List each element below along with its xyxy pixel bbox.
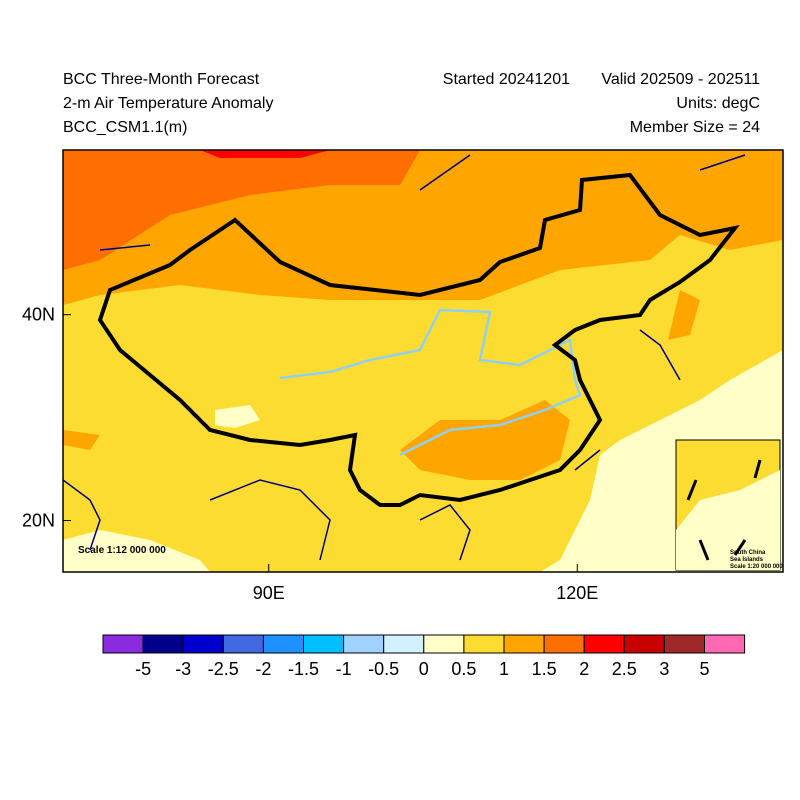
colorbar-label: 0 xyxy=(419,659,429,679)
colorbar-swatch xyxy=(343,634,385,654)
colorbar-label: 2.5 xyxy=(612,659,637,679)
map-scale: Scale 1:12 000 000 xyxy=(78,545,166,556)
title: BCC Three-Month Forecast xyxy=(63,71,260,88)
colorbar-swatch xyxy=(704,634,746,654)
x-tick-label: 90E xyxy=(253,583,285,603)
colorbar-swatch xyxy=(222,634,264,654)
colorbar-swatch xyxy=(463,634,505,654)
colorbar-label: 0.5 xyxy=(451,659,476,679)
colorbar-swatch xyxy=(583,634,625,654)
colorbar-label: -2.5 xyxy=(208,659,239,679)
model: BCC_CSM1.1(m) xyxy=(63,119,187,136)
colorbar-label: -0.5 xyxy=(368,659,399,679)
inset-scale: Scale 1:20 000 000 xyxy=(730,564,783,570)
colorbar-swatch xyxy=(142,634,184,654)
colorbar-label: -2 xyxy=(255,659,271,679)
colorbar-label: 3 xyxy=(659,659,669,679)
colorbar-label: -5 xyxy=(135,659,151,679)
started: Started 20241201 xyxy=(443,71,570,88)
x-tick-label: 120E xyxy=(556,583,598,603)
colorbar-label: -3 xyxy=(175,659,191,679)
colorbar-swatch xyxy=(423,634,465,654)
colorbar-swatch xyxy=(543,634,585,654)
y-tick-label: 40N xyxy=(22,305,55,325)
inset: South China Sea Islands Scale 1:20 000 0… xyxy=(675,439,783,571)
colorbar-swatch xyxy=(262,634,304,654)
colorbar-swatch xyxy=(102,634,144,654)
colorbar-label: 1.5 xyxy=(532,659,557,679)
inset-name: South China xyxy=(730,550,766,556)
map xyxy=(63,150,783,572)
colorbar-label: -1.5 xyxy=(288,659,319,679)
colorbar-swatch xyxy=(623,634,665,654)
colorbar-label: 2 xyxy=(579,659,589,679)
valid: Valid 202509 - 202511 xyxy=(601,71,760,88)
colorbar-swatch xyxy=(303,634,345,654)
units: Units: degC xyxy=(676,95,760,112)
members: Member Size = 24 xyxy=(630,119,760,136)
colorbar-label: -1 xyxy=(336,659,352,679)
y-tick-label: 20N xyxy=(22,511,55,531)
colorbar-swatch xyxy=(503,634,545,654)
colorbar-swatch xyxy=(383,634,425,654)
colorbar-label: 5 xyxy=(699,659,709,679)
colorbar-swatch xyxy=(663,634,706,654)
inset-name: Sea Islands xyxy=(730,557,764,563)
subtitle: 2-m Air Temperature Anomaly xyxy=(63,95,273,112)
colorbar-label: 1 xyxy=(499,659,509,679)
colorbar-swatch xyxy=(182,634,224,654)
